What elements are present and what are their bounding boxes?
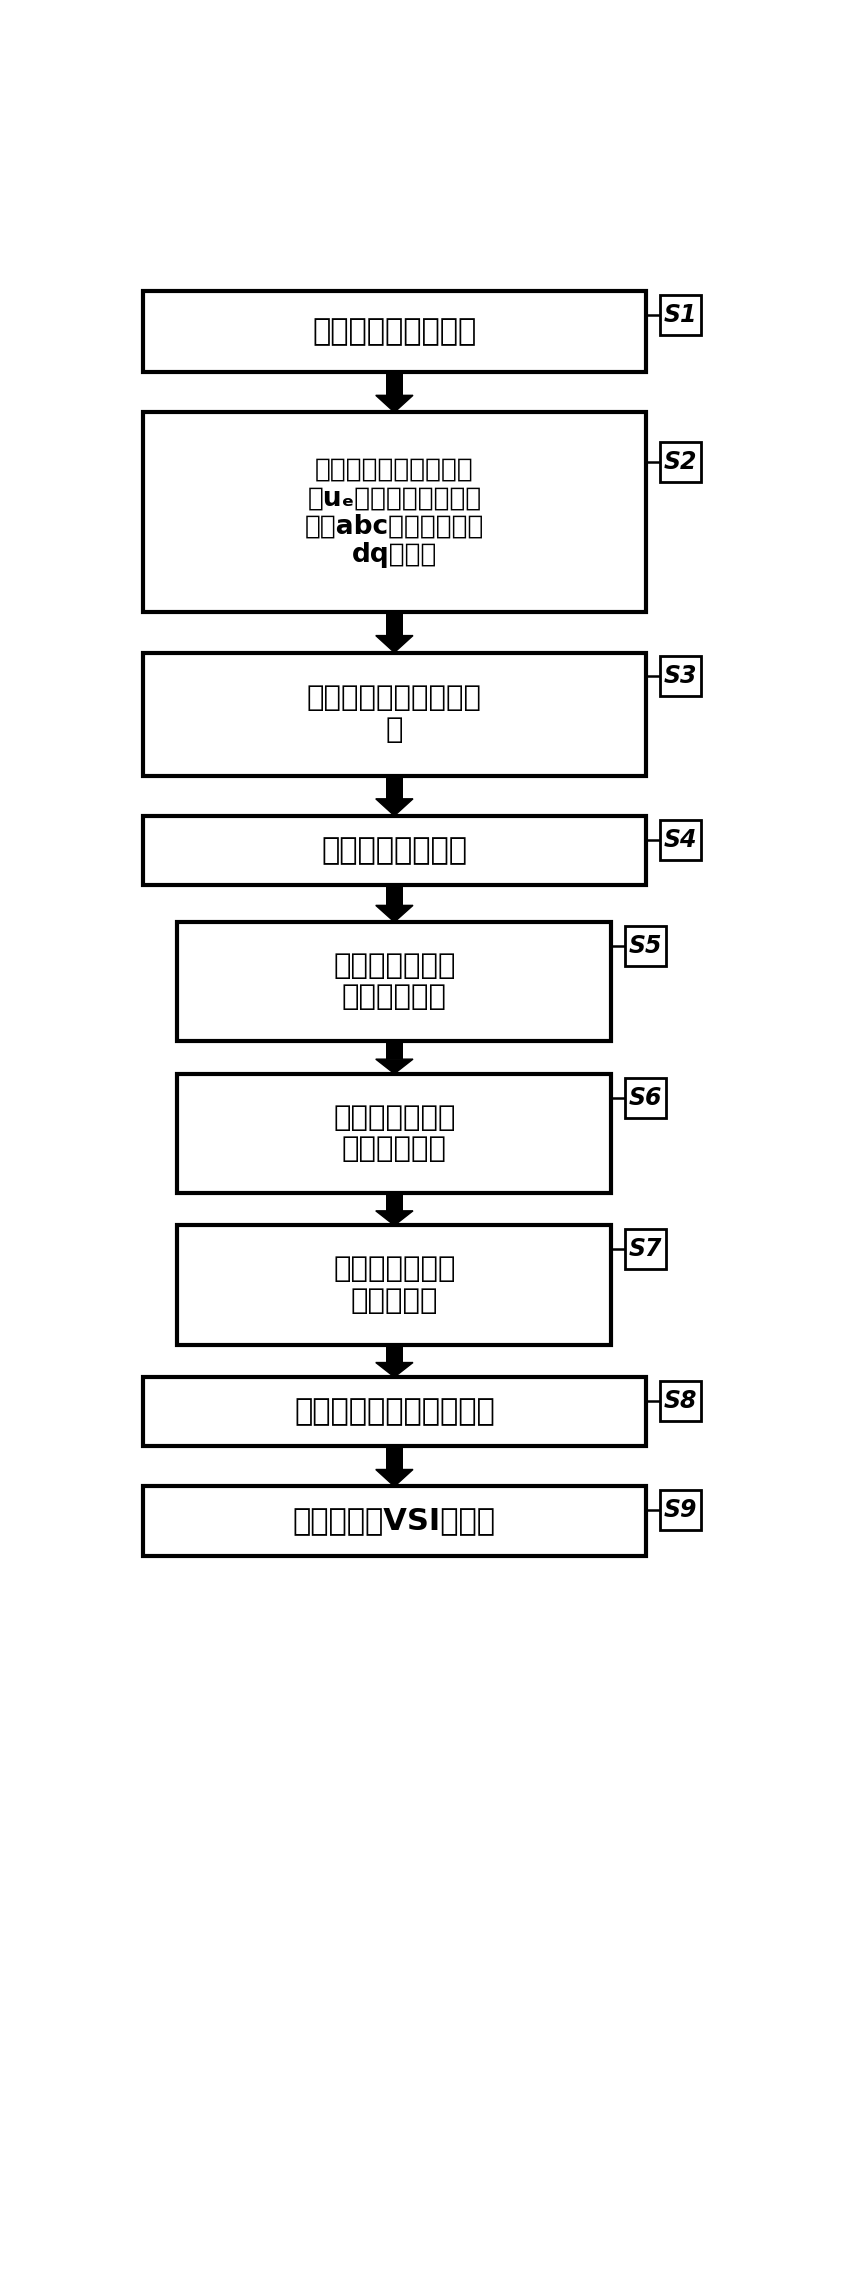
- Polygon shape: [375, 1363, 413, 1377]
- Text: S5: S5: [629, 933, 662, 958]
- Text: 获取叠加电网电: 获取叠加电网电: [333, 1256, 455, 1283]
- Text: S3: S3: [664, 666, 697, 688]
- FancyBboxPatch shape: [143, 412, 647, 613]
- FancyBboxPatch shape: [625, 1077, 666, 1118]
- Text: 制模块控制量: 制模块控制量: [342, 1134, 447, 1164]
- Text: S9: S9: [664, 1498, 697, 1523]
- Text: 制模块控制量: 制模块控制量: [342, 983, 447, 1011]
- Text: S1: S1: [664, 304, 697, 327]
- Bar: [386, 1445, 403, 1471]
- FancyBboxPatch shape: [143, 1377, 647, 1445]
- Text: S6: S6: [629, 1086, 662, 1109]
- Text: 计算输出电流控: 计算输出电流控: [333, 1105, 455, 1132]
- FancyBboxPatch shape: [660, 295, 701, 336]
- Text: S7: S7: [629, 1237, 662, 1260]
- FancyBboxPatch shape: [143, 816, 647, 885]
- Text: 值: 值: [386, 716, 403, 743]
- Bar: [386, 1194, 403, 1210]
- Bar: [386, 373, 403, 396]
- Polygon shape: [375, 636, 413, 652]
- Text: 计算输出谐波电压: 计算输出谐波电压: [321, 837, 468, 864]
- FancyBboxPatch shape: [177, 922, 611, 1041]
- FancyBboxPatch shape: [625, 926, 666, 965]
- Text: S8: S8: [664, 1388, 697, 1413]
- Polygon shape: [375, 396, 413, 412]
- FancyBboxPatch shape: [625, 1228, 666, 1269]
- Text: 电网电压、电容支路电: 电网电压、电容支路电: [315, 457, 474, 483]
- Text: S4: S4: [664, 828, 697, 851]
- Polygon shape: [375, 1059, 413, 1073]
- Bar: [386, 613, 403, 636]
- Bar: [386, 1345, 403, 1363]
- Polygon shape: [375, 798, 413, 816]
- Text: S2: S2: [664, 451, 697, 473]
- FancyBboxPatch shape: [660, 656, 701, 698]
- FancyBboxPatch shape: [660, 819, 701, 860]
- FancyBboxPatch shape: [660, 441, 701, 483]
- FancyBboxPatch shape: [177, 1226, 611, 1345]
- Polygon shape: [375, 1210, 413, 1226]
- Text: 获取相位角和角频率: 获取相位角和角频率: [313, 318, 476, 345]
- FancyBboxPatch shape: [660, 1381, 701, 1420]
- Bar: [386, 885, 403, 906]
- Text: 控制两电平VSI的断通: 控制两电平VSI的断通: [293, 1507, 496, 1535]
- Text: 计算输出电压控: 计算输出电压控: [333, 951, 455, 979]
- Text: 将控制量进行坐标系变换: 将控制量进行坐标系变换: [294, 1397, 495, 1427]
- Bar: [386, 1041, 403, 1059]
- Text: 压uₑ和逆变器交流侧电: 压uₑ和逆变器交流侧电: [307, 485, 481, 512]
- Text: 计算输出有功电流给定: 计算输出有功电流给定: [307, 684, 482, 711]
- Text: 压的控制量: 压的控制量: [350, 1288, 438, 1315]
- FancyBboxPatch shape: [660, 1491, 701, 1530]
- Polygon shape: [375, 1471, 413, 1487]
- Bar: [386, 775, 403, 798]
- FancyBboxPatch shape: [143, 290, 647, 373]
- FancyBboxPatch shape: [143, 1487, 647, 1555]
- FancyBboxPatch shape: [177, 1073, 611, 1194]
- Text: dq坐标系: dq坐标系: [351, 542, 437, 567]
- FancyBboxPatch shape: [143, 652, 647, 775]
- Text: 流从abc坐标系变换到: 流从abc坐标系变换到: [305, 515, 484, 540]
- Polygon shape: [375, 906, 413, 922]
